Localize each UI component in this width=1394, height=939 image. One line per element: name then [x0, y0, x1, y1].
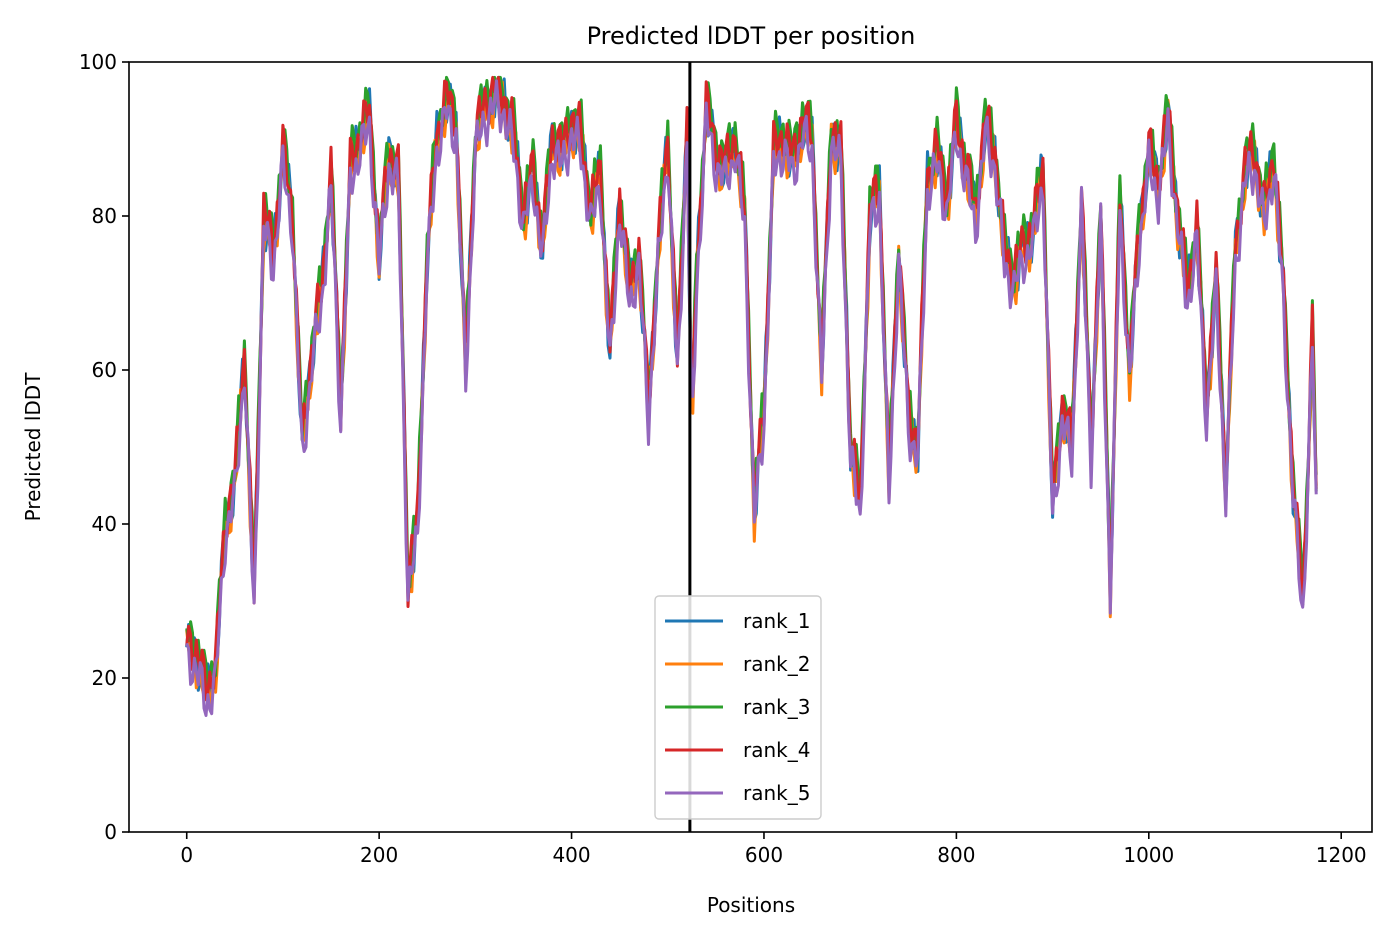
- y-tick-label: 0: [104, 820, 117, 844]
- legend-label: rank_3: [743, 695, 810, 719]
- x-tick-label: 1200: [1316, 843, 1367, 867]
- x-tick-label: 400: [552, 843, 590, 867]
- chart-title: Predicted lDDT per position: [587, 22, 916, 50]
- legend: rank_1 rank_2 rank_3 rank_4 rank_5: [654, 595, 822, 820]
- y-tick-label: 20: [92, 666, 117, 690]
- x-axis-label: Positions: [707, 893, 795, 917]
- y-tick-label: 80: [92, 204, 117, 228]
- legend-label: rank_4: [743, 738, 810, 762]
- y-tick-label: 100: [79, 50, 117, 74]
- x-tick-label: 1000: [1123, 843, 1174, 867]
- legend-box: [654, 595, 822, 820]
- x-tick-label: 600: [745, 843, 783, 867]
- plot-frame: [128, 61, 1373, 833]
- legend-label: rank_1: [743, 609, 810, 633]
- series-layer: [185, 75, 1318, 717]
- y-axis-ticks: 0 20 40 60 80 100: [79, 50, 129, 844]
- x-tick-label: 200: [360, 843, 398, 867]
- legend-label: rank_2: [743, 652, 810, 676]
- legend-label: rank_5: [743, 781, 810, 805]
- y-axis-label: Predicted lDDT: [21, 372, 45, 522]
- plot-area: [185, 62, 1318, 832]
- x-tick-label: 800: [937, 843, 975, 867]
- y-tick-label: 40: [92, 512, 117, 536]
- x-tick-label: 0: [180, 843, 193, 867]
- y-tick-label: 60: [92, 358, 117, 382]
- x-axis-ticks: 0 200 400 600 800 1000 1200: [180, 832, 1367, 867]
- series-line-rank-5: [185, 79, 1318, 717]
